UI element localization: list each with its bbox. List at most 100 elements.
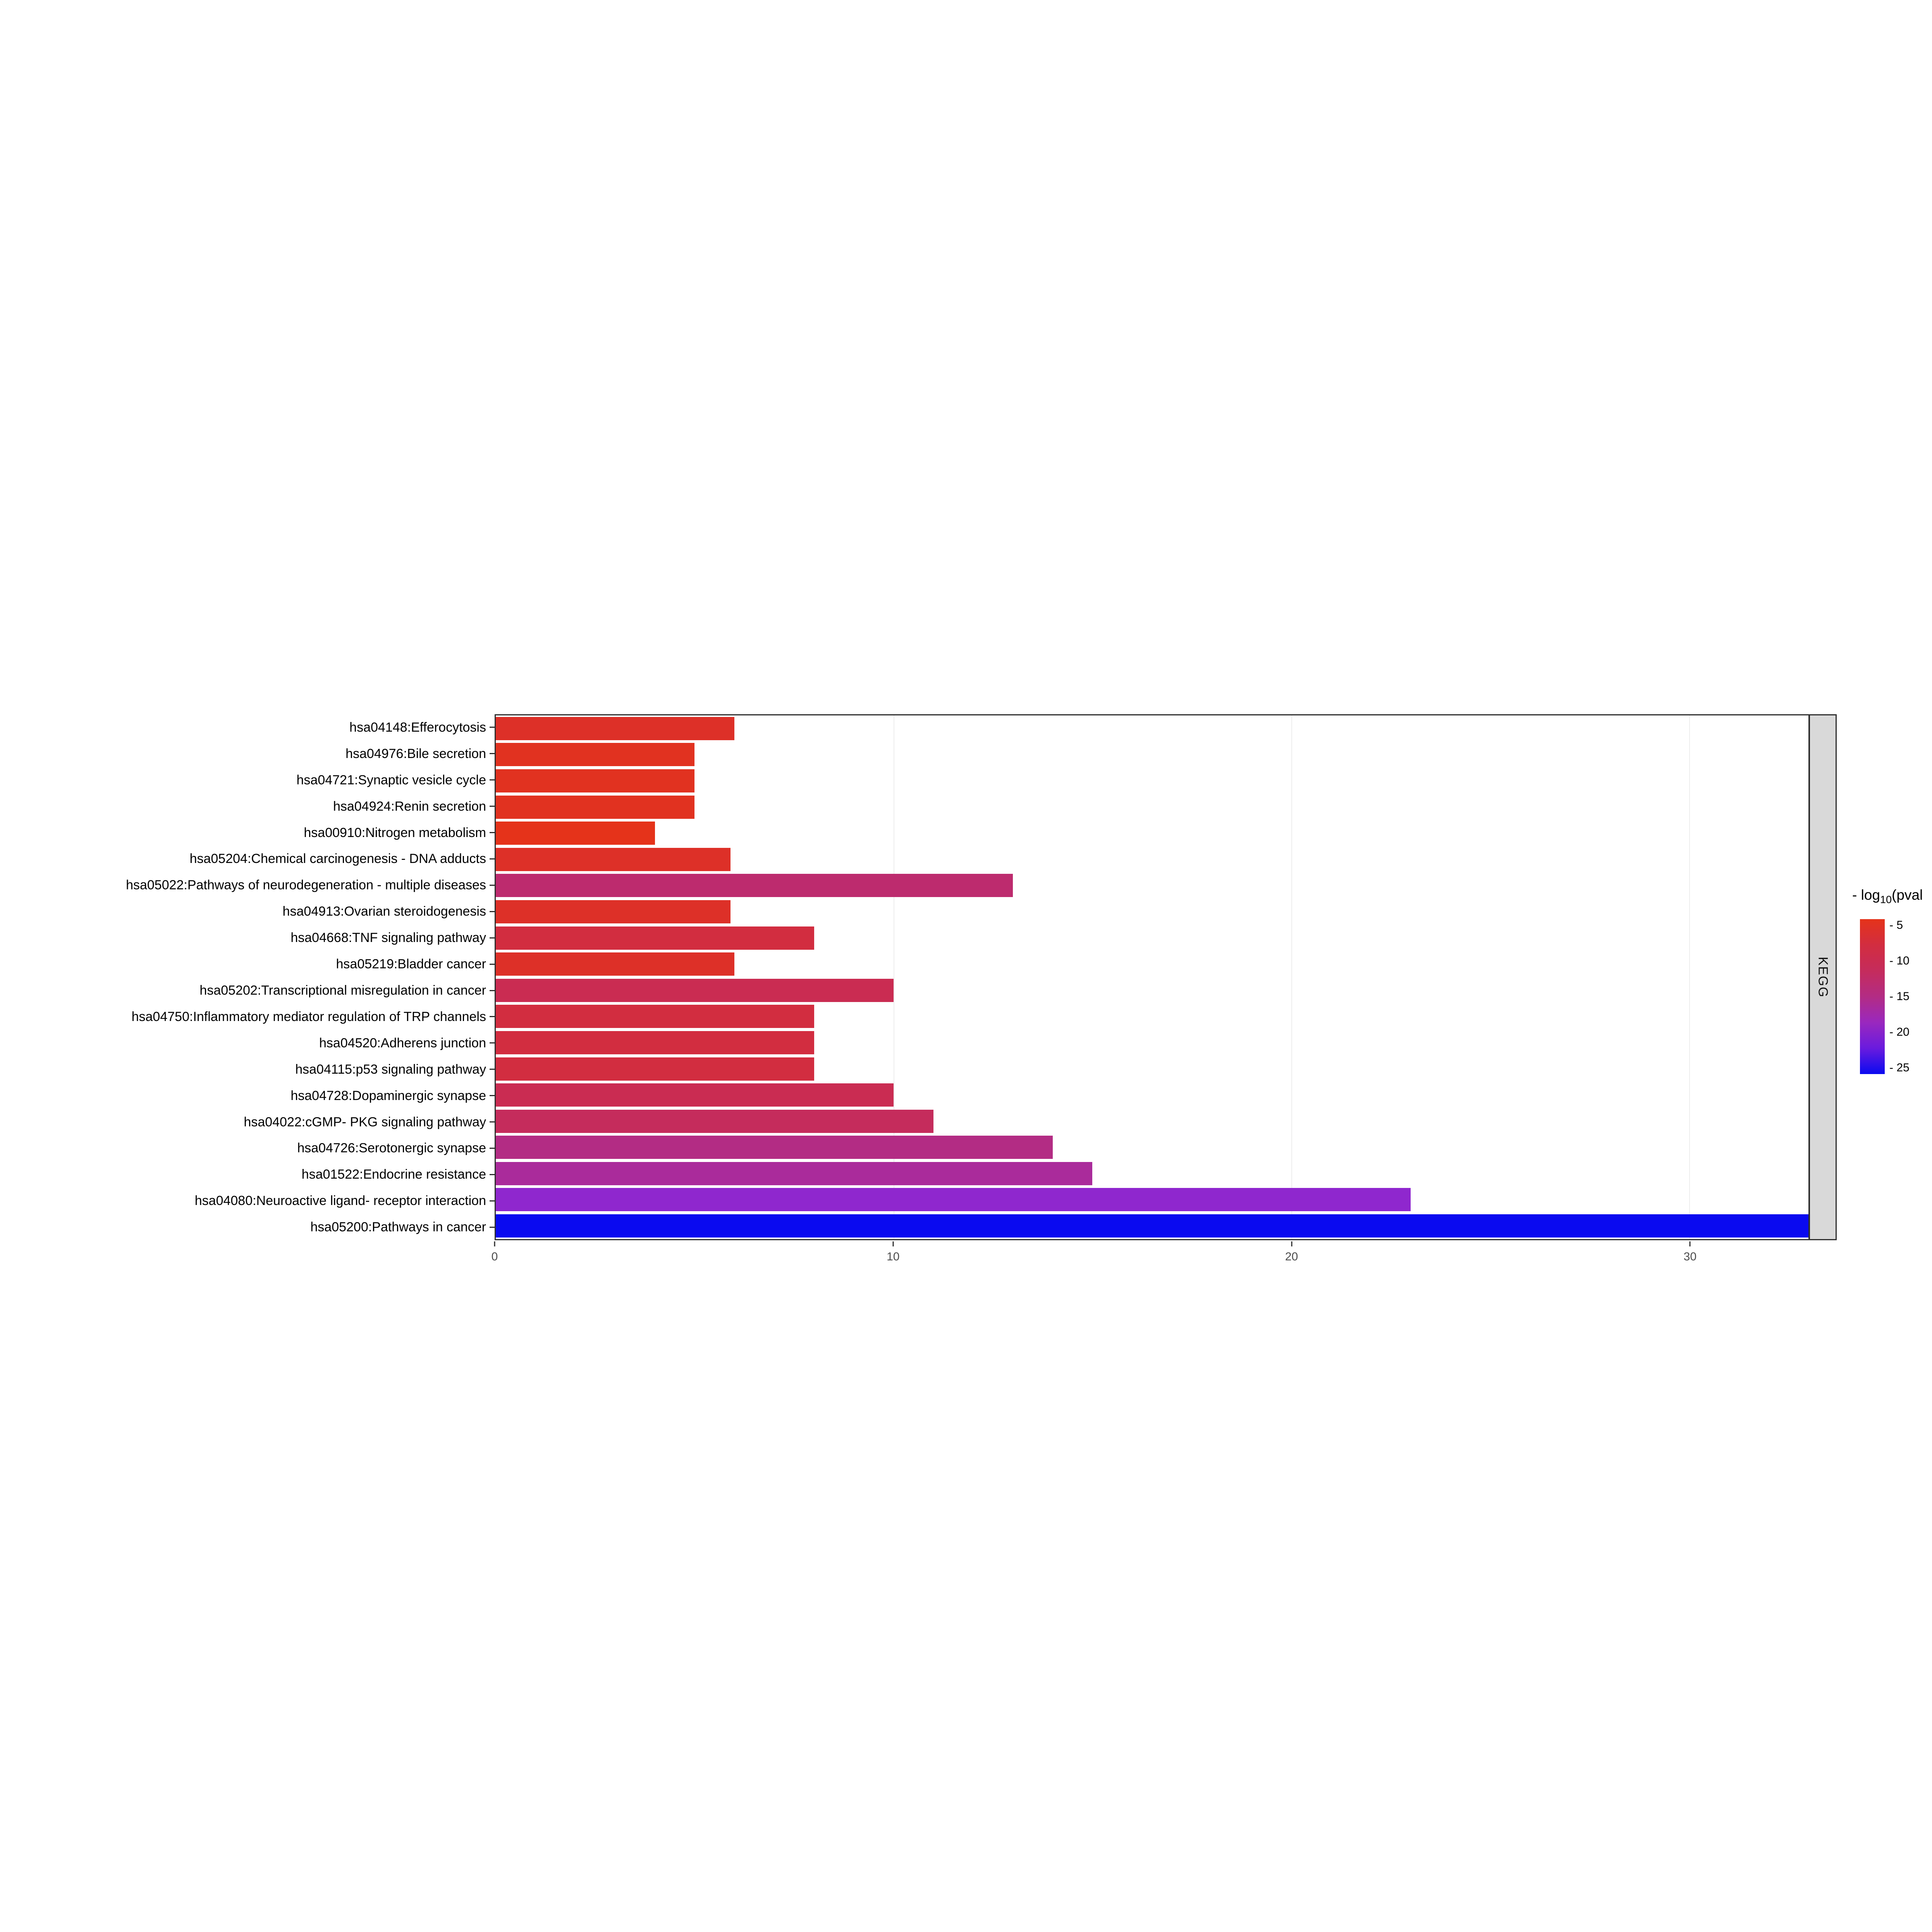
bar — [496, 847, 731, 871]
y-axis-tick — [490, 779, 495, 781]
y-axis-tick — [490, 1200, 495, 1201]
bar — [496, 1188, 1411, 1212]
plot-panel — [495, 714, 1810, 1240]
y-axis-tick — [490, 1174, 495, 1175]
y-axis-labels: hsa04148:Efferocytosis hsa04976:Bile secr… — [0, 714, 495, 1240]
y-axis-tick — [490, 990, 495, 991]
bar-row — [496, 715, 1808, 742]
bar-row — [496, 925, 1808, 951]
bar — [496, 874, 1013, 897]
y-axis-label: hsa04520:Adherens junction — [0, 1030, 495, 1056]
y-axis-label: hsa04022:cGMP- PKG signaling pathway — [0, 1109, 495, 1135]
bar — [496, 1214, 1808, 1238]
y-axis-label: hsa04148:Efferocytosis — [0, 714, 495, 741]
y-axis-tick — [490, 727, 495, 728]
y-axis-tick — [490, 1226, 495, 1228]
y-axis-tick — [490, 884, 495, 886]
y-axis-label: hsa04728:Dopaminergic synapse — [0, 1083, 495, 1109]
y-axis-tick — [490, 753, 495, 755]
gridline — [1291, 715, 1292, 1239]
legend: - log10(pval - 5 - 10 - 15 - 20 - 25 — [1852, 886, 1932, 1074]
y-axis-tick — [490, 911, 495, 912]
bar-row — [496, 951, 1808, 977]
y-axis-label: hsa04115:p53 signaling pathway — [0, 1056, 495, 1083]
bar — [496, 900, 731, 923]
y-axis-label: hsa05219:Bladder cancer — [0, 951, 495, 977]
y-axis-label: hsa04976:Bile secretion — [0, 741, 495, 767]
y-axis-tick — [490, 937, 495, 938]
bar-row — [496, 820, 1808, 846]
bar-row — [496, 1108, 1808, 1134]
bar-row — [496, 1160, 1808, 1187]
legend-title-prefix: - log — [1852, 887, 1880, 903]
bar-row — [496, 794, 1808, 820]
bar — [496, 926, 814, 950]
y-axis-tick — [490, 1121, 495, 1123]
y-axis-tick — [490, 806, 495, 807]
bar-row — [496, 1030, 1808, 1056]
y-axis-label: hsa04913:Ovarian steroidogenesis — [0, 898, 495, 925]
bar — [496, 978, 894, 1002]
bar-row — [496, 1004, 1808, 1030]
bar — [496, 1136, 1053, 1159]
y-axis-tick — [490, 1147, 495, 1149]
y-axis-tick — [490, 1069, 495, 1070]
legend-title: - log10(pval — [1852, 886, 1932, 908]
bar-row — [496, 873, 1808, 899]
x-axis-tick-label: 10 — [887, 1250, 900, 1263]
y-axis-label: hsa05204:Chemical carcinogenesis - DNA a… — [0, 846, 495, 872]
legend-scale: - 5 - 10 - 15 - 20 - 25 — [1860, 919, 1910, 1074]
bar — [496, 795, 695, 819]
bar-row — [496, 1082, 1808, 1108]
bar — [496, 743, 695, 767]
bar — [496, 822, 655, 845]
bar-row — [496, 899, 1808, 925]
y-axis-label: hsa00910:Nitrogen metabolism — [0, 820, 495, 846]
y-axis-label: hsa04726:Serotonergic synapse — [0, 1135, 495, 1162]
x-axis-tick-label: 0 — [491, 1250, 498, 1263]
legend-tick-label: - 15 — [1889, 990, 1910, 1003]
x-axis-tick — [1291, 1241, 1293, 1246]
x-axis-tick — [1689, 1241, 1691, 1246]
legend-tick-label: - 20 — [1889, 1026, 1910, 1039]
bar-rows — [496, 715, 1808, 1239]
legend-colorbar — [1860, 919, 1885, 1074]
bar-row — [496, 1056, 1808, 1082]
bar — [496, 1031, 814, 1054]
facet-strip: KEGG — [1809, 714, 1837, 1240]
y-axis-tick — [490, 963, 495, 965]
bar — [496, 1109, 933, 1133]
y-axis-tick — [490, 832, 495, 834]
bar-row — [496, 1187, 1808, 1213]
legend-title-suffix: (pval — [1892, 887, 1923, 903]
bar-row — [496, 768, 1808, 794]
y-axis-label: hsa04750:Inflammatory mediator regulatio… — [0, 1004, 495, 1030]
facet-strip-label: KEGG — [1815, 956, 1831, 998]
x-axis: 0 10 20 30 — [491, 1240, 1810, 1279]
bar-row — [496, 1134, 1808, 1161]
legend-tick-label: - 25 — [1889, 1061, 1910, 1074]
bar-row — [496, 742, 1808, 768]
y-axis-label: hsa01522:Endocrine resistance — [0, 1161, 495, 1188]
y-axis-tick — [490, 1095, 495, 1097]
legend-title-subscript: 10 — [1880, 894, 1892, 906]
legend-tick-label: - 5 — [1889, 919, 1903, 932]
y-axis-label: hsa04721:Synaptic vesicle cycle — [0, 767, 495, 793]
x-axis-tick-label: 20 — [1285, 1250, 1298, 1263]
bar-row — [496, 846, 1808, 873]
y-axis-tick — [490, 858, 495, 859]
bar — [496, 769, 695, 792]
bar — [496, 1083, 894, 1107]
bar-row — [496, 1213, 1808, 1239]
y-axis-label: hsa05022:Pathways of neurodegeneration -… — [0, 872, 495, 898]
y-axis-tick — [490, 1016, 495, 1018]
x-axis-tick — [494, 1241, 495, 1246]
x-axis-tick — [892, 1241, 894, 1246]
bar-row — [496, 977, 1808, 1004]
y-axis-label: hsa04668:TNF signaling pathway — [0, 925, 495, 951]
y-axis-label: hsa04924:Renin secretion — [0, 793, 495, 820]
y-axis-label: hsa05202:Transcriptional misregulation i… — [0, 977, 495, 1004]
gridline — [1689, 715, 1690, 1239]
bar — [496, 952, 735, 976]
bar — [496, 717, 735, 740]
